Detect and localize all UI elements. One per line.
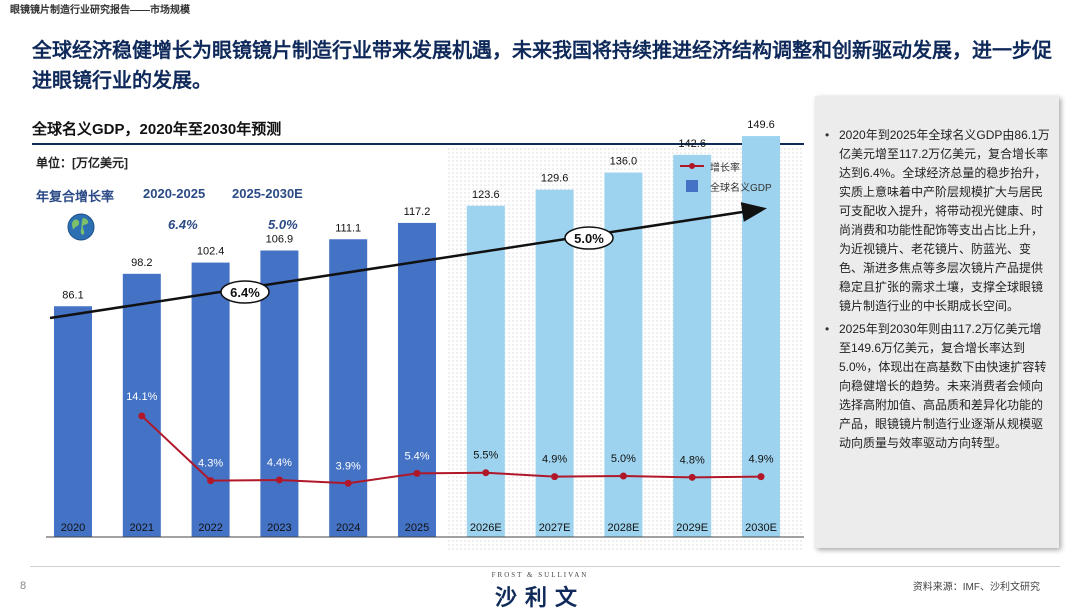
cagr-bubble-2020-2025: 6.4% [220,280,270,304]
logo-subtitle: FROST & SULLIVAN [491,571,589,579]
growth-rate-point [207,477,215,485]
growth-rate-label: 4.9% [748,454,773,466]
growth-rate-point [482,469,490,477]
growth-rate-point [619,472,627,480]
company-logo: 沙利文 [494,585,585,611]
gdp-bar [329,239,368,537]
bar-value-label: 129.6 [541,173,569,185]
legend-label-growth: 增长率 [710,162,740,174]
growth-rate-label: 4.3% [198,458,223,470]
commentary-bullet: 2025年到2030年则由117.2万亿美元增至149.6万亿美元，复合增长率达… [823,320,1051,453]
cagr-bubble-label-2: 5.0% [574,231,604,246]
gdp-bar [398,222,436,538]
commentary-bullet: 2020年到2025年全球名义GDP由86.1万亿美元增至117.2万亿美元，复… [823,126,1051,316]
gdp-chart: 86.1 98.2 102.4 106.9 111.1 117.2 123.6 129.6 13… [46,119,804,550]
footer-divider [30,566,1060,567]
x-tick-label: 2025 [405,522,429,534]
gdp-bar [54,306,92,537]
growth-rate-point [688,473,696,481]
page-number: 8 [20,580,27,592]
cagr-bubble-2025-2030: 5.0% [564,226,614,250]
growth-rate-point [138,412,146,420]
cagr-period-2: 2025-2030E [232,186,303,201]
gdp-bar [260,250,299,537]
bar-value-label: 149.6 [747,119,775,131]
commentary-list: 2020年到2025年全球名义GDP由86.1万亿美元增至117.2万亿美元，复… [823,126,1051,457]
growth-rate-point [413,469,421,477]
gdp-bar [122,273,161,537]
growth-rate-point [757,473,765,481]
top-bar: 眼镜镜片制造行业研究报告——市场规模 [0,0,1080,16]
growth-rate-label: 14.1% [126,391,157,403]
bar-value-label: 123.6 [472,189,500,201]
gdp-bar [466,205,505,537]
chart-legend: 增长率 全球名义GDP [680,156,772,196]
legend-bar-marker [686,180,698,192]
cagr-bubble-label-1: 6.4% [230,285,260,300]
bar-value-label: 106.9 [266,234,294,246]
document-title: 眼镜镜片制造行业研究报告——市场规模 [10,5,190,16]
legend-item-growth: 增长率 [680,156,772,176]
growth-rate-label: 5.4% [404,450,429,462]
x-tick-label: 2024 [336,522,360,534]
x-tick-label: 2030E [745,522,777,534]
bar-value-label: 102.4 [197,246,225,258]
cagr-period-1: 2020-2025 [143,186,206,201]
unit-label: 单位：[万亿美元] [36,156,128,170]
x-tick-label: 2020 [61,522,85,534]
bar-value-label: 98.2 [131,257,152,269]
bar-value-label: 142.6 [678,138,706,150]
title-divider [32,143,804,145]
x-tick-label: 2021 [130,522,154,534]
bar-value-label: 117.2 [404,206,431,218]
cagr-value-2: 5.0% [268,217,298,232]
bar-value-label: 86.1 [62,289,83,301]
gdp-bar [191,262,230,537]
growth-rate-label: 5.0% [611,453,636,465]
growth-rate-label: 3.9% [336,460,361,472]
growth-rate-point [551,473,559,481]
growth-rate-label: 5.5% [473,450,498,462]
growth-rate-label: 4.4% [267,457,292,469]
source-note: 资料来源：IMF、沙利文研究 [912,582,1040,593]
legend-label-gdp: 全球名义GDP [710,182,772,194]
cagr-trend-arrow [49,202,767,320]
x-tick-label: 2022 [198,522,222,534]
x-tick-label: 2029E [676,522,708,534]
x-tick-label: 2028E [607,522,639,534]
headline: 全球经济稳健增长为眼镜镜片制造行业带来发展机遇，未来我国将持续推进经济结构调整和… [32,40,1052,92]
growth-rate-line [141,415,762,485]
legend-item-gdp: 全球名义GDP [680,176,772,196]
x-tick-label: 2023 [267,522,291,534]
bar-value-label: 136.0 [610,156,638,168]
x-tick-label: 2027E [539,522,571,534]
cagr-value-1: 6.4% [168,217,198,232]
growth-rate-label: 4.8% [680,454,705,466]
growth-rate-label: 4.9% [542,454,567,466]
cagr-heading: 年复合增长率 [36,189,115,204]
x-tick-label: 2026E [470,522,502,534]
bar-value-label: 111.1 [335,222,361,234]
globe-icon [67,213,95,241]
growth-rate-point [275,476,283,484]
legend-line-marker [680,163,704,169]
growth-rate-point [344,479,352,487]
chart-title: 全球名义GDP，2020年至2030年预测 [32,121,282,138]
commentary-panel: 2020年到2025年全球名义GDP由86.1万亿美元增至117.2万亿美元，复… [815,96,1059,548]
